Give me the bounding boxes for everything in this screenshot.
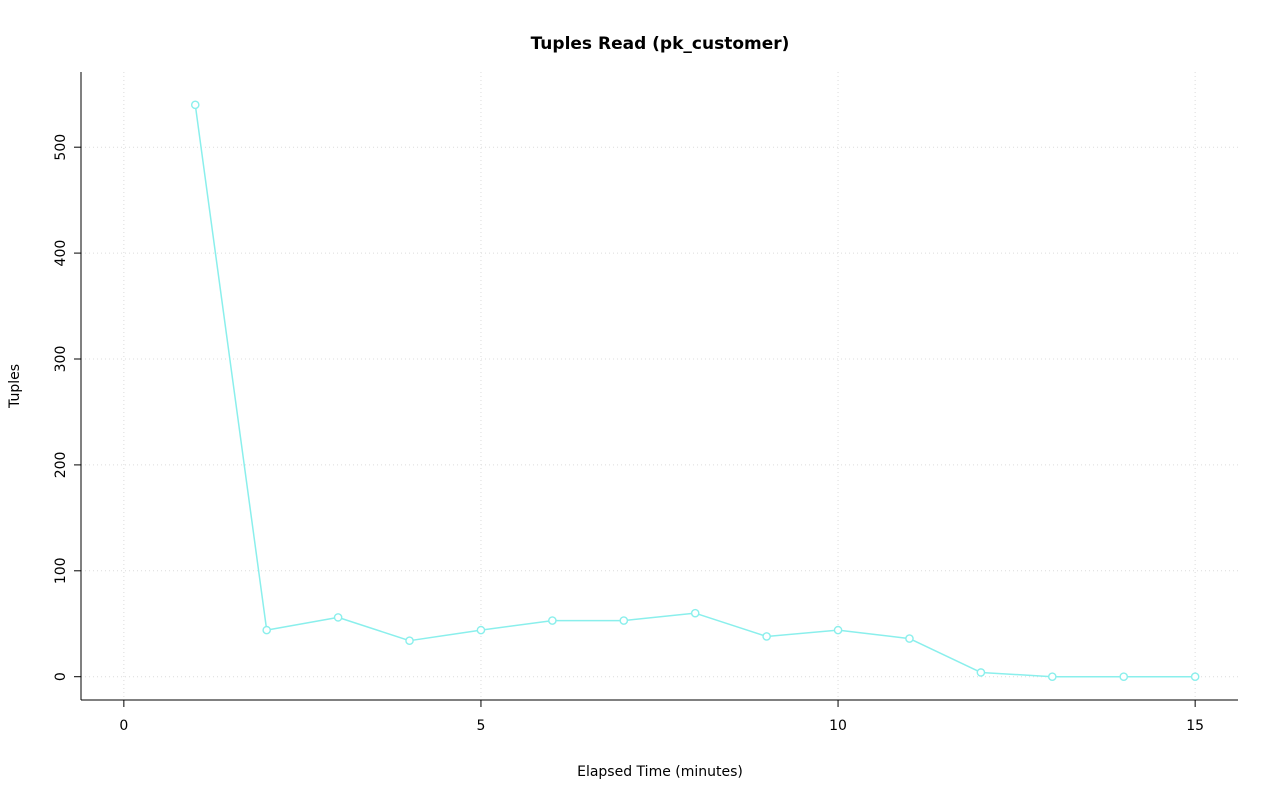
chart-title: Tuples Read (pk_customer)	[531, 34, 790, 54]
data-point	[619, 616, 629, 625]
y-tick-label: 400	[53, 240, 69, 267]
axes: 0 5 10 15 0 100 200 300 400 500	[53, 72, 1238, 734]
data-point	[1190, 672, 1200, 682]
data-point	[976, 668, 986, 677]
x-axis-label: Elapsed Time (minutes)	[577, 764, 743, 780]
data-series	[190, 100, 1200, 682]
data-point	[833, 625, 843, 635]
data-point	[1048, 672, 1057, 682]
data-point	[190, 100, 200, 110]
y-tick-label: 200	[53, 452, 69, 479]
y-tick-label: 500	[53, 134, 69, 161]
x-tick-label: 15	[1186, 718, 1204, 734]
data-point	[690, 608, 700, 618]
y-tick-label: 300	[53, 346, 69, 373]
x-tick-label: 10	[829, 718, 847, 734]
data-point	[262, 625, 271, 635]
data-point	[548, 616, 557, 625]
gridlines	[81, 72, 1238, 700]
data-point	[333, 613, 343, 622]
x-tick-label: 5	[476, 718, 485, 734]
x-tick-label: 0	[119, 718, 128, 734]
data-point	[476, 625, 486, 635]
data-point	[762, 632, 771, 641]
y-tick-label: 100	[53, 557, 69, 584]
data-point	[405, 636, 414, 645]
y-tick-label: 0	[53, 672, 69, 681]
data-point	[1119, 672, 1129, 682]
y-axis-label: Tuples	[7, 364, 23, 409]
data-point	[905, 634, 914, 643]
series-line	[194, 104, 1196, 678]
